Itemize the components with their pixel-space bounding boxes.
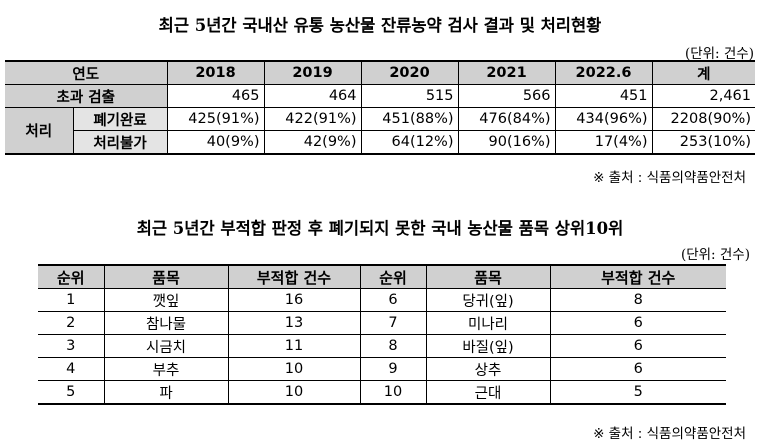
header-cell: 순위 [359,264,427,289]
header-cell: 2019 [263,60,362,85]
table1-unit: (단위: 건수) [684,46,754,62]
top10-items-table: 순위 품목 부적합 건수 순위 품목 부적합 건수 1 깻잎 16 6 당귀(잎… [38,264,726,405]
table-row: 4 부추 10 9 상추 6 [38,357,726,381]
table-row: 초과 검출 465 464 515 566 451 2,461 [5,84,755,108]
header-cell: 2018 [166,60,265,85]
table-cell: 바질(잎) [425,334,551,358]
table-cell: 566 [457,84,556,108]
header-cell: 연도 [5,60,168,85]
table-cell: 2 [38,311,105,335]
table-cell: 5 [549,380,726,405]
table-cell: 64(12%) [360,130,459,155]
table-cell: 253(10%) [651,130,755,155]
header-cell: 부적합 건수 [227,264,361,289]
table-cell: 465 [166,84,265,108]
table-cell: 파 [103,380,229,405]
table2-unit: (단위: 건수) [680,247,750,263]
table-cell: 10 [227,380,361,405]
table-row: 1 깻잎 16 6 당귀(잎) 8 [38,288,726,312]
table-cell: 10 [359,380,427,405]
header-cell: 2020 [360,60,459,85]
header-cell: 품목 [425,264,551,289]
table-cell: 미나리 [425,311,551,335]
table1-source: ※ 출처 : 식품의약품안전처 [593,170,746,186]
table-cell: 6 [549,357,726,381]
table-cell: 2208(90%) [651,107,755,131]
row-label: 초과 검출 [5,84,168,108]
table-cell: 464 [263,84,362,108]
table-header-row: 순위 품목 부적합 건수 순위 품목 부적합 건수 [38,264,726,289]
table-row: 2 참나물 13 7 미나리 6 [38,311,726,335]
table1-title: 최근 5년간 국내산 유통 농산물 잔류농약 검사 결과 및 처리현황 [158,16,602,35]
row-label: 폐기완료 [72,107,168,131]
row-label: 처리불가 [73,130,168,155]
table-cell: 참나물 [103,311,229,335]
table-cell: 425(91%) [166,107,265,131]
table-cell: 434(96%) [554,107,653,131]
table-row: 3 시금치 11 8 바질(잎) 6 [38,334,726,358]
table-cell: 깻잎 [103,288,229,312]
table-cell: 8 [359,334,427,358]
table-cell: 451(88%) [360,107,459,131]
table-cell: 시금치 [103,334,229,358]
table-cell: 16 [227,288,361,312]
table-cell: 90(16%) [457,130,556,155]
table-row: 5 파 10 10 근대 5 [38,380,726,405]
header-cell: 2021 [457,60,556,85]
table-cell: 515 [360,84,459,108]
table-cell: 9 [359,357,427,381]
table-cell: 당귀(잎) [425,288,551,312]
table-header-row: 연도 2018 2019 2020 2021 2022.6 계 [5,60,755,85]
table-cell: 476(84%) [457,107,556,131]
table-cell: 3 [38,334,105,358]
group-label: 처리 [5,107,74,155]
header-cell: 부적합 건수 [549,264,726,289]
table-cell: 42(9%) [263,130,362,155]
table-cell: 1 [38,288,105,312]
table-cell: 17(4%) [554,130,653,155]
header-cell: 계 [651,60,755,85]
table2-title: 최근 5년간 부적합 판정 후 폐기되지 못한 국내 농산물 품목 상위10위 [136,219,624,238]
table-row: 처리불가 40(9%) 42(9%) 64(12%) 90(16%) 17(4%… [5,130,755,155]
header-cell: 품목 [103,264,229,289]
table-cell: 8 [549,288,726,312]
table-cell: 상추 [425,357,551,381]
table-cell: 근대 [425,380,551,405]
table-cell: 11 [227,334,361,358]
table-cell: 부추 [103,357,229,381]
header-cell: 2022.6 [554,60,653,85]
table-cell: 6 [359,288,427,312]
table-cell: 422(91%) [263,107,362,131]
table-row: 처리 폐기완료 425(91%) 422(91%) 451(88%) 476(8… [5,107,755,155]
table-cell: 451 [554,84,653,108]
table-cell: 7 [359,311,427,335]
table-cell: 40(9%) [166,130,265,155]
inspection-results-table: 연도 2018 2019 2020 2021 2022.6 계 초과 검출 46… [5,60,755,155]
table-cell: 4 [38,357,105,381]
table2-source: ※ 출처 : 식품의약품안전처 [593,426,746,442]
table-cell: 6 [549,334,726,358]
header-cell: 순위 [38,264,105,289]
table-cell: 13 [227,311,361,335]
table-cell: 10 [227,357,361,381]
table-cell: 6 [549,311,726,335]
table-cell: 5 [38,380,105,405]
table-cell: 2,461 [651,84,755,108]
